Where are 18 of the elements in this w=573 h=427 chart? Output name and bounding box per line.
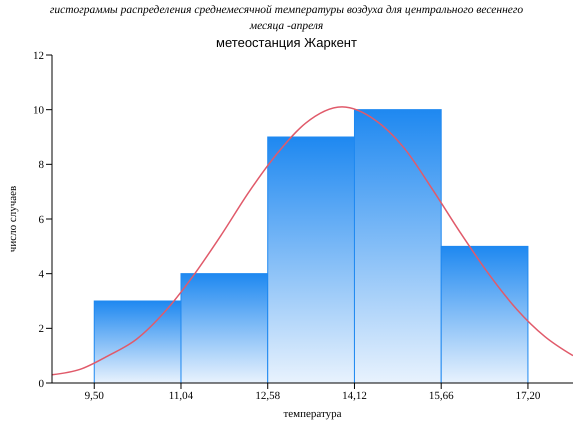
x-tick-label: 17,20 [516,390,541,402]
y-tick-label: 10 [33,104,44,117]
x-tick-label: 12,58 [255,390,281,402]
y-tick-label: 6 [38,214,44,226]
y-axis-title: число случаев [6,186,19,252]
y-tick-label: 2 [38,323,44,336]
x-tick-label: 9,50 [84,390,104,402]
x-axis-title: температура [283,408,342,420]
x-tick-label: 11,04 [168,390,194,402]
x-tick-label: 15,66 [428,390,454,402]
y-tick-label: 0 [38,378,44,390]
chart-title: гистограммы распределения среднемесячной температуры воздуха для центрального весеннего месяца -апреля [48,3,524,34]
chart-subtitle: метеостанция Жаркент [215,34,358,51]
y-tick-label: 8 [38,159,44,172]
y-tick-label: 12 [33,50,44,62]
line-series [52,106,573,376]
x-tick-label: 14,12 [342,390,367,402]
y-tick-label: 4 [38,268,44,281]
